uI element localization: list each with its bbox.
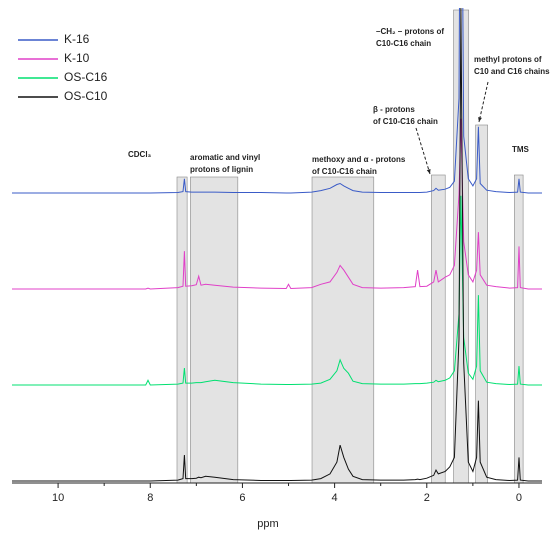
region-label: methoxy and α - protons — [312, 155, 406, 164]
region-label: –CH₂ – protons of — [376, 27, 444, 36]
region-band — [190, 176, 239, 484]
x-tick-label: 6 — [239, 492, 245, 504]
spectrum-line — [12, 195, 542, 386]
region-label: β - protons — [373, 105, 415, 114]
legend-label: OS-C10 — [64, 89, 108, 103]
region-label: protons of lignin — [190, 165, 253, 174]
region-label: C10-C16 chain — [376, 39, 431, 48]
region-label: C10 and C16 chains — [474, 67, 550, 76]
x-axis-label: ppm — [257, 518, 278, 530]
region-band — [431, 174, 446, 484]
legend-label: OS-C16 — [64, 70, 108, 84]
x-tick-label: 10 — [52, 492, 64, 504]
region-band — [514, 174, 524, 484]
legend-label: K-10 — [64, 51, 90, 65]
region-label: CDCl₃ — [128, 150, 152, 159]
region-label: aromatic and vinyl — [190, 153, 260, 162]
region-label: of C10-C16 chain — [373, 117, 438, 126]
region-label: TMS — [512, 145, 530, 154]
annotation-arrow — [415, 127, 431, 175]
legend-label: K-16 — [64, 32, 90, 46]
x-tick-label: 2 — [424, 492, 430, 504]
x-tick-label: 4 — [332, 492, 338, 504]
spectrum-line — [12, 118, 542, 290]
region-label: of C10-C16 chain — [312, 167, 377, 176]
spectrum-line — [12, 8, 542, 194]
region-band — [176, 176, 188, 484]
x-tick-label: 8 — [147, 492, 153, 504]
spectrum-line — [12, 8, 542, 482]
plot-area — [12, 8, 542, 482]
region-label: methyl protons of — [474, 55, 542, 64]
arrow-head — [478, 117, 482, 122]
annotation-arrow — [478, 81, 489, 123]
x-tick-label: 0 — [516, 492, 522, 504]
arrow-head — [426, 169, 431, 174]
region-band — [311, 176, 375, 484]
